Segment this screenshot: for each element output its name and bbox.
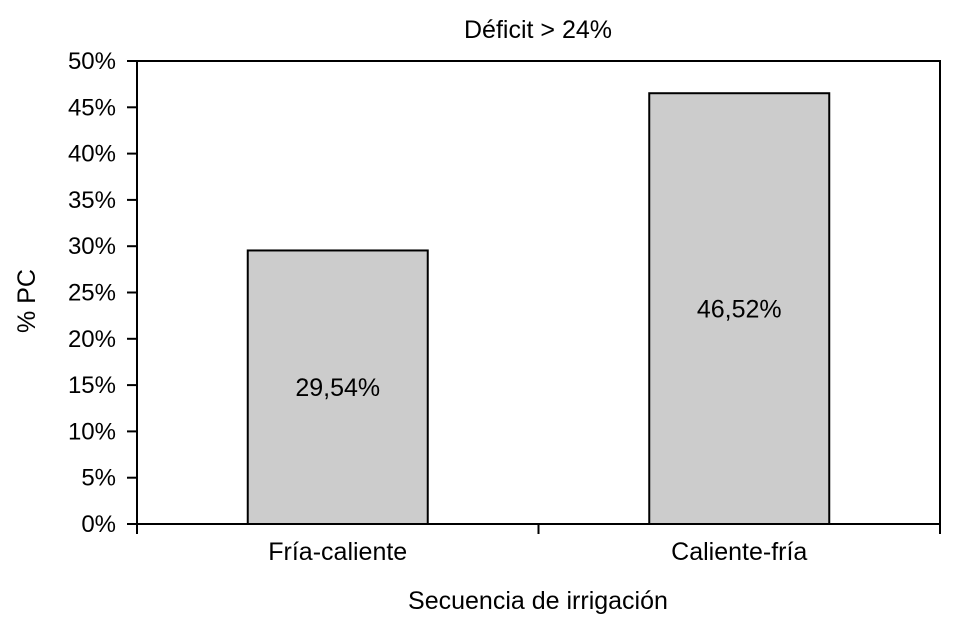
y-tick-label: 0% [81,511,116,538]
y-tick-label: 15% [68,372,116,399]
x-category-label: Fría-caliente [268,538,407,566]
y-tick-label: 5% [81,465,116,492]
y-axis: 0% 5% 10% 15% 20% 25% 30% 35% 40% 45% 50% [68,48,137,538]
chart-title: Déficit > 24% [464,16,612,44]
y-tick-label: 20% [68,326,116,353]
bar-data-label: 29,54% [295,374,380,402]
y-tick-label: 25% [68,280,116,307]
y-tick-label: 40% [68,141,116,168]
x-axis: Fría-caliente Caliente-fría [136,524,941,566]
x-axis-title: Secuencia de irrigación [408,587,668,615]
y-axis-title: % PC [13,269,41,333]
bar-series: 29,54% 46,52% [246,92,831,526]
bar-data-label: 46,52% [697,296,782,324]
x-category-label: Caliente-fría [671,538,807,566]
y-tick-label: 10% [68,418,116,445]
bar [246,249,429,525]
bar [648,92,831,526]
y-tick-label: 35% [68,187,116,214]
y-tick-label: 30% [68,233,116,260]
y-tick-label: 50% [68,48,116,75]
y-tick-label: 45% [68,94,116,121]
